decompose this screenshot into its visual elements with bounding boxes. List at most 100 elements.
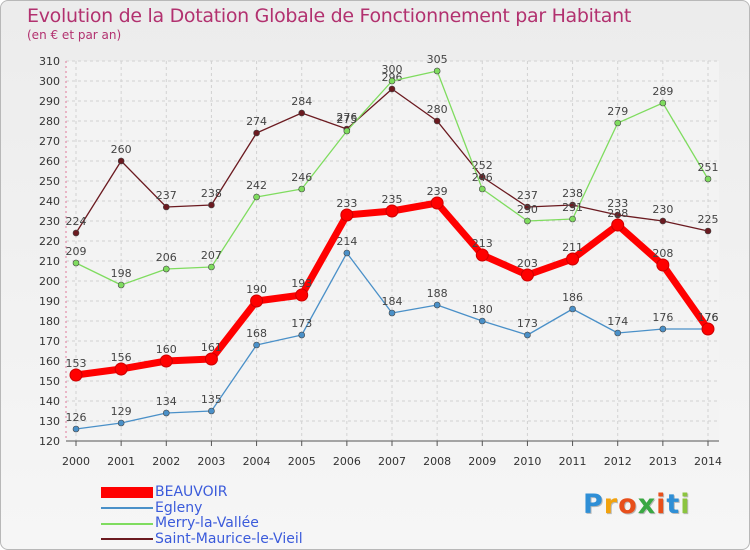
y-tick-label: 250 <box>39 175 60 188</box>
data-label-saint-maurice-le-vieil: 237 <box>156 189 177 202</box>
data-label-beauvoir: 161 <box>201 341 222 354</box>
data-point-beauvoir <box>385 204 399 218</box>
x-tick-label: 2001 <box>107 455 135 468</box>
data-point-egleny <box>478 317 486 325</box>
data-label-saint-maurice-le-vieil: 296 <box>382 71 403 84</box>
data-point-egleny <box>614 329 622 337</box>
data-label-beauvoir: 153 <box>66 357 87 370</box>
data-point-merry-la-vallee <box>208 263 215 271</box>
data-point-merry-la-vallee <box>659 99 667 107</box>
x-tick-label: 2010 <box>513 455 541 468</box>
legend-label: BEAUVOIR <box>155 484 228 501</box>
y-tick-label: 150 <box>39 375 60 388</box>
y-tick-label: 210 <box>39 255 60 268</box>
data-point-merry-la-vallee <box>117 281 125 289</box>
legend-label: Egleny <box>155 499 203 516</box>
data-point-egleny <box>253 341 260 349</box>
data-label-egleny: 134 <box>156 395 177 408</box>
data-label-beauvoir: 233 <box>336 197 357 210</box>
legend-item-egleny: Egleny <box>101 499 303 517</box>
data-label-egleny: 129 <box>111 405 132 418</box>
data-label-merry-la-vallee: 289 <box>652 85 673 98</box>
data-point-beauvoir <box>475 248 489 262</box>
data-point-saint-maurice-le-vieil <box>298 109 306 117</box>
y-tick-label: 240 <box>39 195 60 208</box>
legend-item-beauvoir: BEAUVOIR <box>101 485 303 501</box>
y-tick-label: 220 <box>39 235 60 248</box>
data-label-egleny: 135 <box>201 393 222 406</box>
data-label-merry-la-vallee: 305 <box>427 53 448 66</box>
data-label-egleny: 184 <box>382 295 403 308</box>
data-point-merry-la-vallee <box>388 77 396 85</box>
data-label-merry-la-vallee: 230 <box>517 203 538 216</box>
data-point-beauvoir <box>295 288 309 302</box>
data-point-saint-maurice-le-vieil <box>478 173 486 181</box>
y-tick-label: 260 <box>39 155 60 168</box>
data-point-merry-la-vallee <box>478 185 486 193</box>
y-tick-label: 200 <box>39 275 60 288</box>
x-tick-label: 2013 <box>649 455 677 468</box>
data-point-saint-maurice-le-vieil <box>569 201 576 209</box>
data-label-saint-maurice-le-vieil: 260 <box>111 143 132 156</box>
data-label-merry-la-vallee: 231 <box>562 201 583 214</box>
x-tick-label: 2004 <box>243 455 271 468</box>
data-point-egleny <box>162 409 170 417</box>
data-point-beauvoir <box>430 196 444 210</box>
data-label-merry-la-vallee: 209 <box>66 245 87 258</box>
x-tick-label: 2008 <box>423 455 451 468</box>
data-label-egleny: 174 <box>607 315 628 328</box>
data-label-merry-la-vallee: 275 <box>336 113 357 126</box>
data-point-merry-la-vallee <box>162 265 170 273</box>
data-point-beauvoir <box>520 268 534 282</box>
data-label-merry-la-vallee: 300 <box>382 63 403 76</box>
data-label-beauvoir: 190 <box>246 283 267 296</box>
data-label-beauvoir: 203 <box>517 257 538 270</box>
data-label-merry-la-vallee: 207 <box>201 249 222 262</box>
data-point-beauvoir <box>340 208 354 222</box>
data-label-saint-maurice-le-vieil: 280 <box>427 103 448 116</box>
chart-title: Evolution de la Dotation Globale de Fonc… <box>27 5 632 27</box>
x-tick-label: 2007 <box>378 455 406 468</box>
x-tick-label: 2012 <box>604 455 632 468</box>
data-point-beauvoir <box>566 252 580 266</box>
data-point-egleny <box>298 331 306 339</box>
data-label-egleny: 168 <box>246 327 267 340</box>
data-label-beauvoir: 228 <box>607 207 628 220</box>
data-point-beauvoir <box>656 258 670 272</box>
data-point-saint-maurice-le-vieil <box>659 217 667 225</box>
data-point-merry-la-vallee <box>524 217 531 225</box>
data-point-egleny <box>569 305 576 313</box>
legend-item-saint-maurice-le-vieil: Saint-Maurice-le-Vieil <box>101 531 303 548</box>
data-point-beauvoir <box>69 368 83 382</box>
x-tick-label: 2009 <box>468 455 496 468</box>
data-label-beauvoir: 160 <box>156 343 177 356</box>
x-tick-label: 2006 <box>333 455 361 468</box>
data-point-saint-maurice-le-vieil <box>388 85 396 93</box>
data-label-merry-la-vallee: 242 <box>246 179 267 192</box>
data-point-saint-maurice-le-vieil <box>433 117 441 125</box>
legend-swatch-saint-maurice-le-vieil <box>101 538 153 541</box>
data-label-saint-maurice-le-vieil: 224 <box>66 215 87 228</box>
y-tick-label: 180 <box>39 315 60 328</box>
y-tick-label: 280 <box>39 115 60 128</box>
data-label-saint-maurice-le-vieil: 230 <box>652 203 673 216</box>
data-point-saint-maurice-le-vieil <box>117 157 125 165</box>
data-point-saint-maurice-le-vieil <box>614 211 622 219</box>
data-point-egleny <box>117 419 125 427</box>
data-label-egleny: 176 <box>652 311 673 324</box>
data-point-egleny <box>524 331 531 339</box>
y-tick-label: 130 <box>39 415 60 428</box>
data-label-saint-maurice-le-vieil: 284 <box>291 95 312 108</box>
x-tick-label: 2000 <box>62 455 90 468</box>
y-tick-label: 120 <box>39 435 60 448</box>
data-label-egleny: 186 <box>562 291 583 304</box>
data-point-egleny <box>208 407 215 415</box>
data-label-beauvoir: 193 <box>291 277 312 290</box>
data-label-saint-maurice-le-vieil: 237 <box>517 189 538 202</box>
x-tick-label: 2014 <box>694 455 722 468</box>
data-point-beauvoir <box>159 354 173 368</box>
data-label-merry-la-vallee: 246 <box>291 171 312 184</box>
data-label-saint-maurice-le-vieil: 238 <box>562 187 583 200</box>
logo-letter: o <box>618 489 638 520</box>
legend-swatch-beauvoir <box>101 487 153 499</box>
